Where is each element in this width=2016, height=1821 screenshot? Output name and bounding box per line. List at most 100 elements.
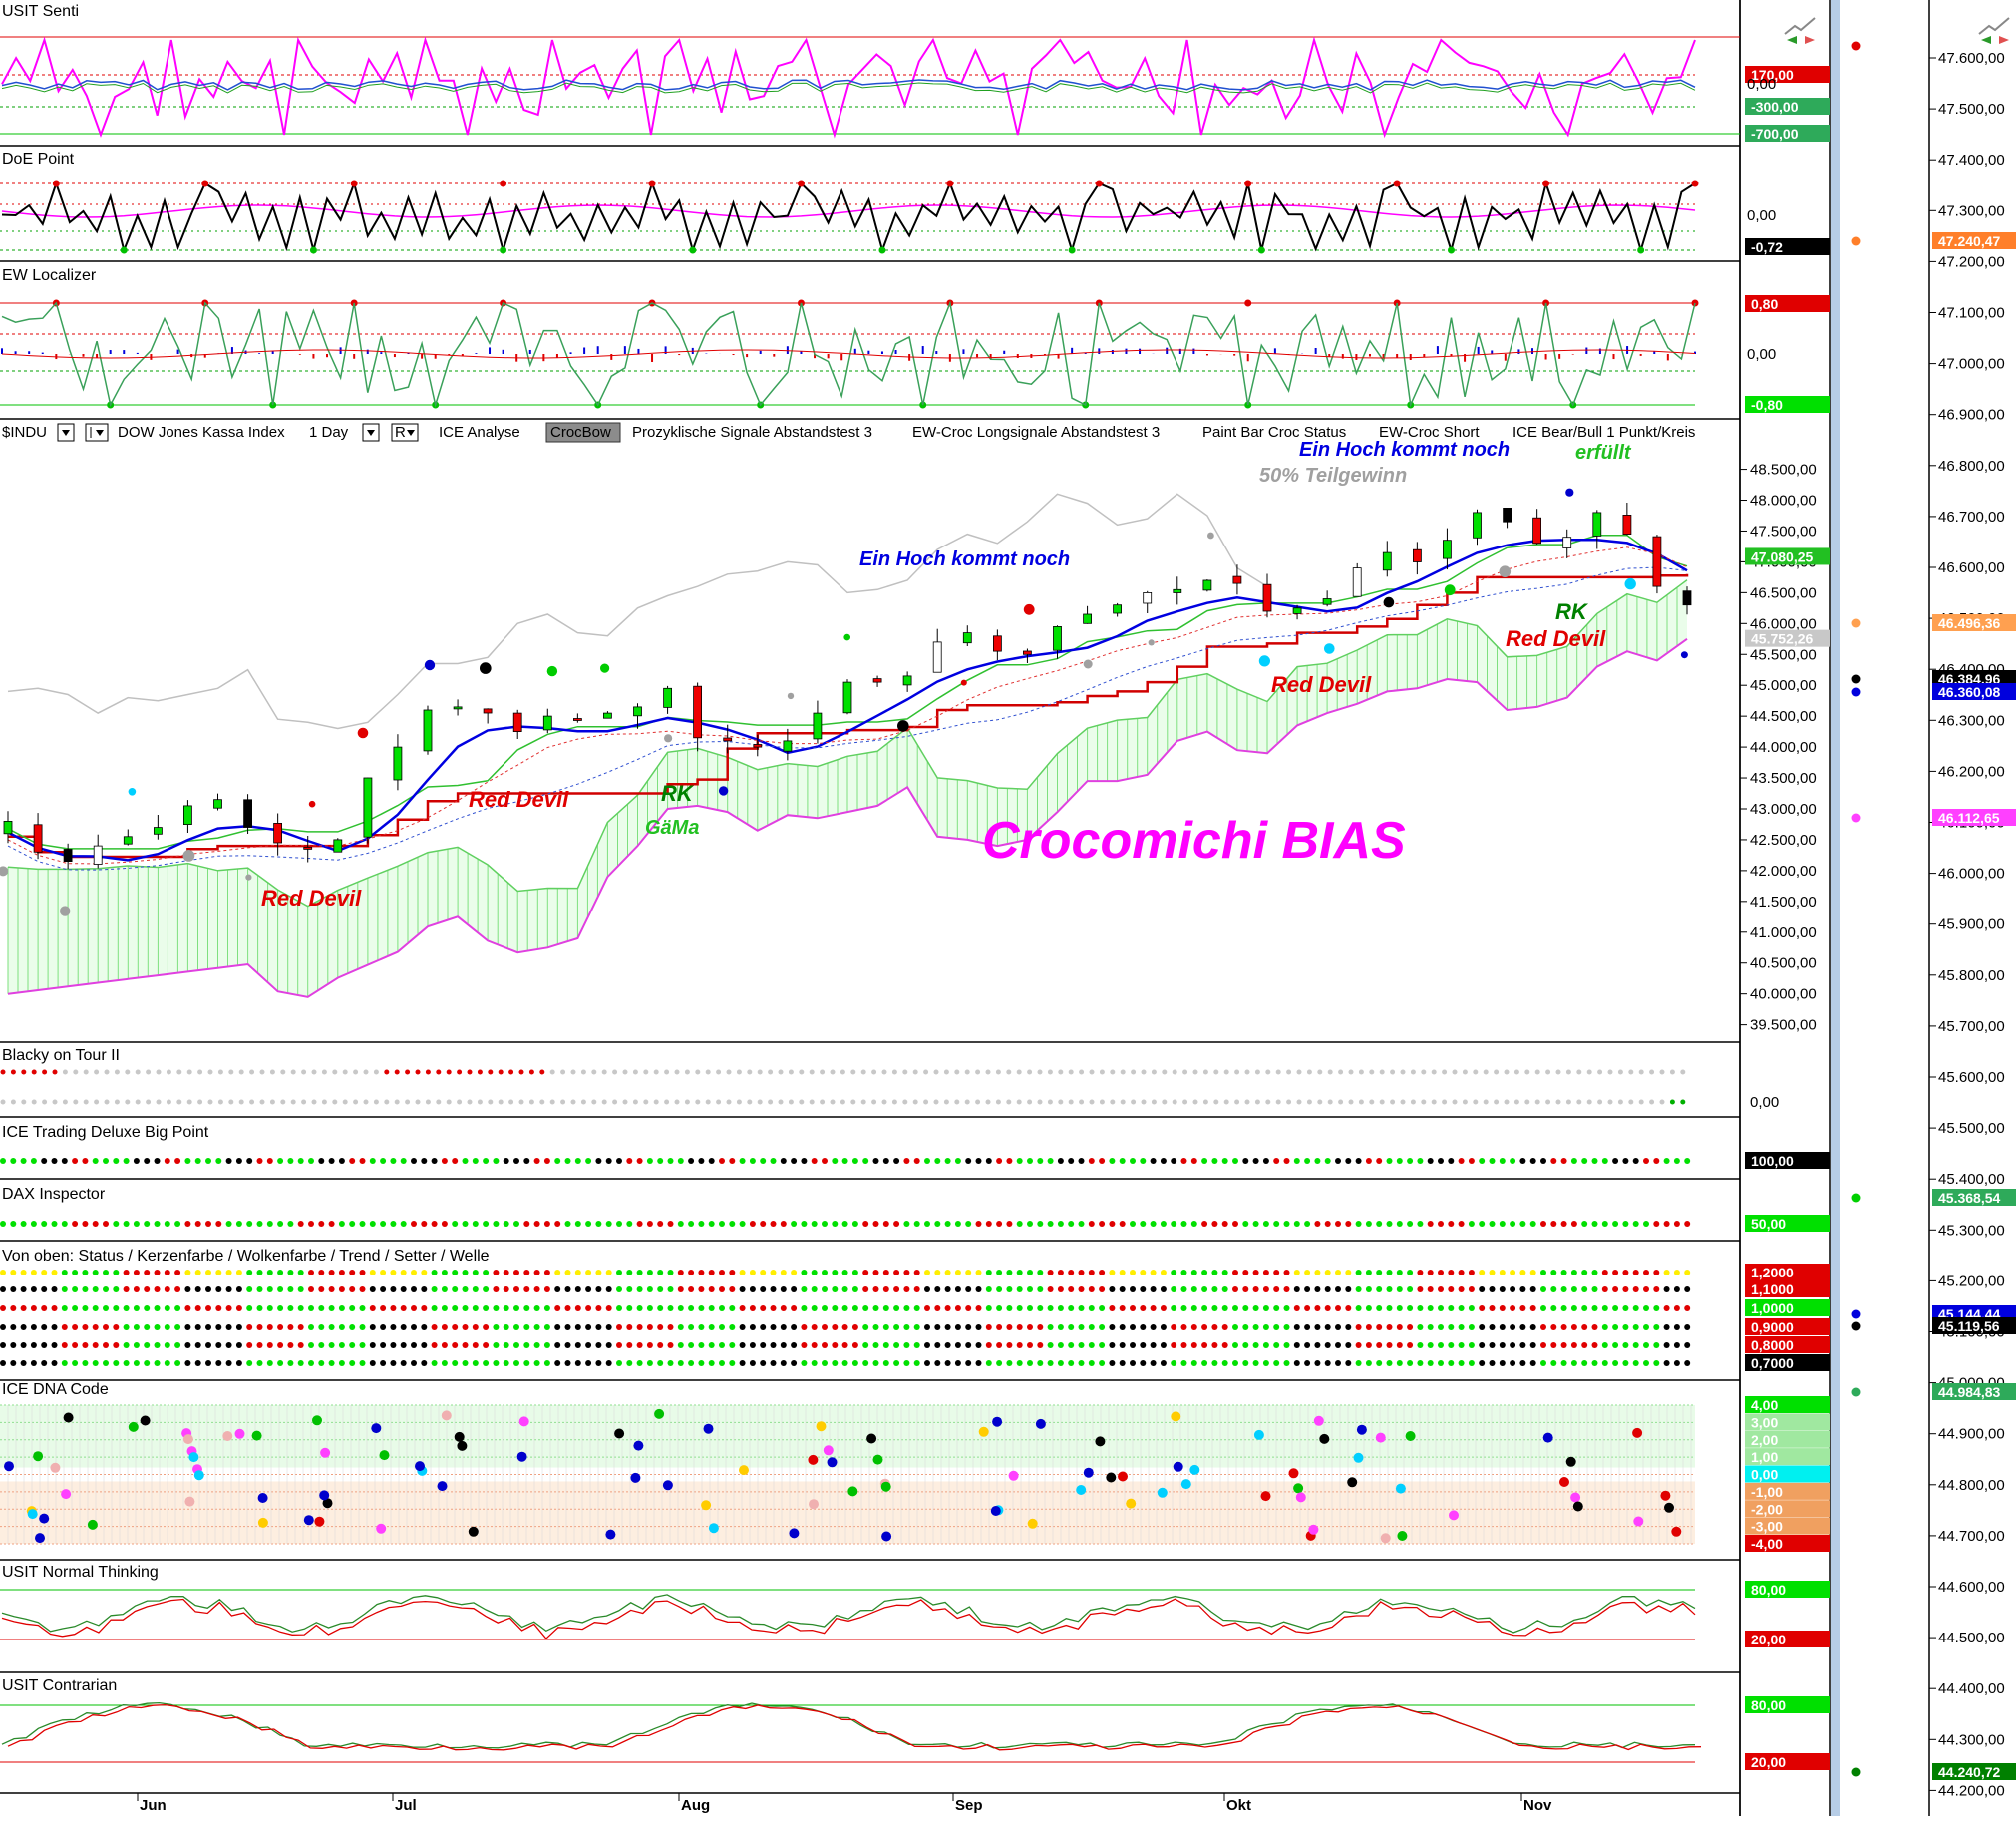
dna-dot	[789, 1528, 800, 1539]
senti-tag-minus300: -300,00	[1745, 98, 1830, 115]
von-oben-tag-0: 1,2000	[1745, 1264, 1830, 1280]
candle	[932, 628, 942, 673]
panel-title-usit-senti: USIT Senti	[2, 3, 79, 20]
annotation-rk-2: RK	[1555, 599, 1589, 624]
right-marker-dot	[1851, 687, 1861, 697]
annotation-crocomichi-bias: Crocomichi BIAS	[982, 812, 1406, 870]
svg-text:0,80: 0,80	[1751, 296, 1778, 312]
dax-inspector-panel	[0, 1221, 1691, 1227]
dna-dot	[61, 1489, 72, 1500]
bar-type-button[interactable]	[85, 423, 109, 442]
symbol-dropdown-button[interactable]	[57, 423, 75, 442]
dna-dot	[1356, 1424, 1367, 1435]
dna-dot	[614, 1428, 625, 1439]
dna-dot	[1633, 1516, 1644, 1527]
right-scale-tag-9: 44.240,72	[1932, 1763, 2016, 1780]
dna-dot	[1347, 1477, 1358, 1488]
svg-text:47.240,47: 47.240,47	[1938, 233, 2000, 249]
vertical-scrollbar[interactable]	[1831, 0, 1840, 1816]
dna-tag-0: 4,00	[1745, 1396, 1830, 1413]
dna-dot	[437, 1481, 448, 1492]
doe-red-dot	[1542, 180, 1550, 187]
right-scale-tag-4: 46.112,65	[1932, 809, 2016, 826]
senti-avg2-line	[1, 82, 1696, 94]
dna-dot	[1570, 1492, 1581, 1503]
dna-dot	[1180, 1479, 1191, 1490]
dna-dot	[415, 1461, 425, 1472]
dna-dot	[1008, 1470, 1019, 1481]
y-tick-label: 43.500,00	[1750, 770, 1817, 787]
dna-dot	[140, 1415, 151, 1426]
y-tick-label: 44.500,00	[1750, 708, 1817, 725]
svg-text:44.984,83: 44.984,83	[1938, 1384, 2000, 1400]
x-month-label: Jul	[395, 1797, 417, 1814]
dna-dot	[128, 1421, 139, 1432]
right-y-tick: 46.000,00	[1938, 866, 2005, 883]
toolbar-item-0[interactable]: ICE Analyse	[439, 424, 520, 441]
dna-dot	[234, 1428, 245, 1439]
dna-tag-8: -4,00	[1745, 1535, 1830, 1552]
candle	[483, 708, 493, 724]
svg-text:45.119,56: 45.119,56	[1938, 1318, 2000, 1334]
dax-inspector-tag: 50,00	[1745, 1215, 1830, 1232]
candle	[1682, 586, 1692, 615]
dna-dot	[1295, 1492, 1306, 1503]
y-tick-label: 44.000,00	[1750, 739, 1817, 756]
x-month-label: Sep	[955, 1797, 983, 1814]
y-tick-label: 48.000,00	[1750, 493, 1817, 510]
dna-dot	[847, 1486, 858, 1497]
y-tick-label: 40.500,00	[1750, 955, 1817, 972]
ew-tag-080: 0,80	[1745, 295, 1830, 312]
candle	[962, 625, 972, 646]
candle	[1023, 648, 1032, 663]
panel-title-normal-thinking: USIT Normal Thinking	[2, 1564, 159, 1581]
right-y-tick: 46.800,00	[1938, 458, 2005, 475]
dna-dot	[816, 1421, 827, 1432]
chart-tool-icon[interactable]	[1784, 17, 1816, 44]
toolbar-item-4[interactable]: Paint Bar Croc Status	[1202, 424, 1346, 441]
svg-text:100,00: 100,00	[1751, 1153, 1794, 1169]
toolbar-item-1[interactable]: CrocBow	[550, 424, 611, 441]
interval-dropdown-button[interactable]	[362, 423, 380, 442]
dna-dot	[1405, 1431, 1416, 1441]
panel-title-dax-inspector: DAX Inspector	[2, 1186, 106, 1203]
symbol-label[interactable]: $INDU	[2, 424, 47, 441]
right-y-tick: 44.400,00	[1938, 1680, 2005, 1697]
svg-text:44.240,72: 44.240,72	[1938, 1764, 2000, 1780]
dna-dot	[827, 1457, 838, 1468]
main-toolbar: $INDU DOW Jones Kassa Index 1 Day R ICE …	[2, 422, 1695, 443]
dna-dot	[630, 1472, 641, 1483]
chart-tool-icon-right[interactable]	[1978, 17, 2010, 44]
right-marker-dot	[1851, 1321, 1861, 1331]
right-y-tick: 44.800,00	[1938, 1477, 2005, 1494]
dna-dot	[518, 1416, 529, 1427]
candle	[273, 813, 283, 856]
dna-dot	[1375, 1432, 1386, 1443]
right-y-tick: 47.100,00	[1938, 305, 2005, 322]
main-y-axis: 48.500,0048.000,0047.500,0047.000,0046.5…	[1740, 462, 1817, 1034]
annotation-red-devil-1: Red Devil	[261, 886, 362, 910]
toolbar-item-2[interactable]: Prozyklische Signale Abstandstest 3	[632, 424, 872, 441]
signal-dot	[897, 720, 909, 732]
toolbar-item-3[interactable]: EW-Croc Longsignale Abstandstest 3	[912, 424, 1160, 441]
signal-dot	[1258, 655, 1270, 667]
instrument-label: DOW Jones Kassa Index	[118, 424, 285, 441]
candle	[603, 711, 612, 719]
candle	[1143, 590, 1153, 613]
dna-dot	[312, 1415, 322, 1426]
right-scale-tag-1: 46.496,36	[1932, 614, 2016, 631]
signal-dot	[357, 727, 369, 739]
r-button[interactable]: R	[391, 423, 419, 442]
right-marker-dot	[1851, 41, 1861, 51]
candle	[393, 734, 403, 791]
main-price-chart	[0, 488, 1692, 998]
doe-red-dot	[201, 180, 209, 187]
co-tag-20: 20,00	[1745, 1753, 1830, 1770]
dna-dot	[1189, 1464, 1200, 1475]
dna-dot	[376, 1523, 387, 1534]
dna-dot	[809, 1499, 819, 1510]
right-y-tick: 47.500,00	[1938, 101, 2005, 118]
toolbar-item-5[interactable]: EW-Croc Short	[1379, 424, 1480, 441]
toolbar-item-6[interactable]: ICE Bear/Bull 1 Punkt/Kreis	[1512, 424, 1695, 441]
candle	[753, 734, 763, 757]
